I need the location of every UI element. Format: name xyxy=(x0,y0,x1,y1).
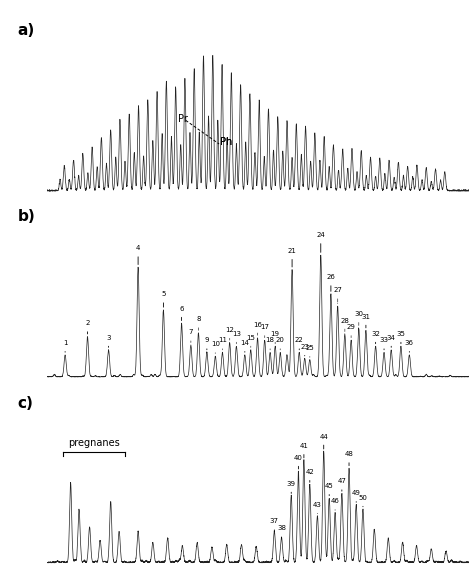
Text: 6: 6 xyxy=(179,306,184,321)
Text: 28: 28 xyxy=(340,318,349,332)
Text: 44: 44 xyxy=(319,433,328,449)
Text: 21: 21 xyxy=(288,248,297,267)
Text: 34: 34 xyxy=(387,335,396,347)
Text: 49: 49 xyxy=(352,490,361,502)
Text: 29: 29 xyxy=(346,324,356,338)
Text: 14: 14 xyxy=(240,340,249,352)
Text: 4: 4 xyxy=(136,245,140,264)
Text: 42: 42 xyxy=(305,469,314,483)
Text: 33: 33 xyxy=(380,338,389,350)
Text: 3: 3 xyxy=(106,335,111,347)
Text: 20: 20 xyxy=(276,338,285,350)
Text: Ph: Ph xyxy=(220,137,233,147)
Text: 11: 11 xyxy=(218,338,227,350)
Text: 16: 16 xyxy=(253,321,262,335)
Text: 1: 1 xyxy=(63,340,67,352)
Text: 13: 13 xyxy=(232,331,241,344)
Text: 35: 35 xyxy=(396,331,405,344)
Text: 15: 15 xyxy=(246,335,255,347)
Text: Pr: Pr xyxy=(178,114,188,125)
Text: 19: 19 xyxy=(271,331,280,344)
Text: 2: 2 xyxy=(85,320,90,334)
Text: 40: 40 xyxy=(294,455,303,469)
Text: 30: 30 xyxy=(354,311,363,325)
Text: 39: 39 xyxy=(287,481,296,494)
Text: 25: 25 xyxy=(305,345,314,357)
Text: 12: 12 xyxy=(225,327,234,340)
Text: 24: 24 xyxy=(316,232,325,252)
Text: 46: 46 xyxy=(331,498,339,510)
Text: b): b) xyxy=(18,209,36,224)
Text: 10: 10 xyxy=(211,341,220,353)
Text: 38: 38 xyxy=(277,525,286,538)
Text: 47: 47 xyxy=(337,478,346,491)
Text: 27: 27 xyxy=(333,287,342,303)
Text: 8: 8 xyxy=(196,316,201,330)
Text: 36: 36 xyxy=(405,340,414,352)
Text: 23: 23 xyxy=(301,344,309,356)
Text: 9: 9 xyxy=(205,338,209,350)
Text: 26: 26 xyxy=(327,274,335,291)
Text: c): c) xyxy=(18,396,34,411)
Text: a): a) xyxy=(18,23,35,38)
Text: 43: 43 xyxy=(313,502,322,513)
Text: Ph: Ph xyxy=(220,137,233,147)
Text: pregnanes: pregnanes xyxy=(69,438,120,448)
Text: 22: 22 xyxy=(295,338,304,350)
Text: 41: 41 xyxy=(300,443,308,458)
Text: 32: 32 xyxy=(371,331,380,344)
Text: 37: 37 xyxy=(270,519,279,532)
Text: 50: 50 xyxy=(358,495,367,507)
Text: 48: 48 xyxy=(345,451,354,466)
Text: 7: 7 xyxy=(189,329,193,342)
Text: 31: 31 xyxy=(361,314,370,328)
Text: 5: 5 xyxy=(161,291,165,307)
Text: 45: 45 xyxy=(325,483,334,496)
Text: 18: 18 xyxy=(265,338,274,350)
Text: 17: 17 xyxy=(260,324,269,338)
